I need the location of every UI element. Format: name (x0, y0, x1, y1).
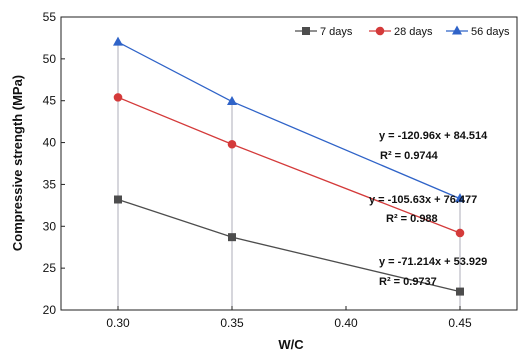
x-axis: 0.30 0.35 0.40 0.45 (106, 306, 472, 330)
equation-28-days: y = -105.63x + 76.477 (369, 194, 477, 206)
legend-marker (452, 25, 462, 35)
data-point (113, 36, 123, 46)
x-axis-label: W/C (278, 337, 304, 352)
y-tick-label: 25 (43, 261, 57, 275)
legend-marker (375, 26, 385, 36)
legend-marker (302, 27, 310, 35)
legend-label: 7 days (320, 26, 353, 38)
legend-label: 28 days (394, 26, 433, 38)
legend-label: 56 days (471, 26, 510, 38)
data-point (227, 139, 237, 149)
plot-frame (60, 16, 518, 311)
drop-lines (117, 42, 461, 310)
x-tick-label: 0.45 (448, 316, 472, 330)
y-axis-label: Compressive strength (MPa) (10, 75, 25, 251)
data-point (455, 193, 465, 203)
y-tick-label: 50 (43, 52, 57, 66)
r2-7-days: R² = 0.9737 (379, 276, 437, 288)
data-point (227, 96, 237, 106)
data-point (228, 233, 236, 242)
legend: 7 days 28 days 56 days (295, 25, 510, 38)
data-point (456, 287, 464, 296)
series-56-days (113, 36, 465, 203)
r2-28-days: R² = 0.988 (386, 213, 438, 225)
equation-56-days: y = -120.96x + 84.514 (379, 130, 488, 142)
data-point (455, 228, 465, 238)
annotation-28-days: y = -105.63x + 76.477 R² = 0.988 (369, 194, 477, 225)
x-tick-label: 0.35 (220, 316, 244, 330)
r2-56-days: R² = 0.9744 (380, 150, 439, 162)
series-28-days (113, 93, 465, 238)
series-line (117, 41, 461, 200)
x-tick-label: 0.40 (334, 316, 358, 330)
series-layer (113, 36, 465, 296)
annotation-7-days: y = -71.214x + 53.929 R² = 0.9737 (379, 256, 487, 288)
y-tick-label: 40 (43, 136, 57, 150)
y-tick-label: 45 (43, 94, 57, 108)
y-tick-label: 30 (43, 219, 57, 233)
series-7-days (114, 195, 464, 296)
y-axis: 20 25 30 35 40 45 50 55 (43, 10, 65, 317)
y-tick-label: 35 (43, 177, 57, 191)
y-tick-label: 20 (43, 303, 57, 317)
y-tick-label: 55 (43, 10, 57, 24)
data-point (114, 195, 122, 204)
annotation-56-days: y = -120.96x + 84.514 R² = 0.9744 (379, 130, 488, 162)
equation-7-days: y = -71.214x + 53.929 (379, 256, 487, 268)
x-tick-label: 0.30 (106, 316, 130, 330)
data-point (113, 93, 123, 102)
